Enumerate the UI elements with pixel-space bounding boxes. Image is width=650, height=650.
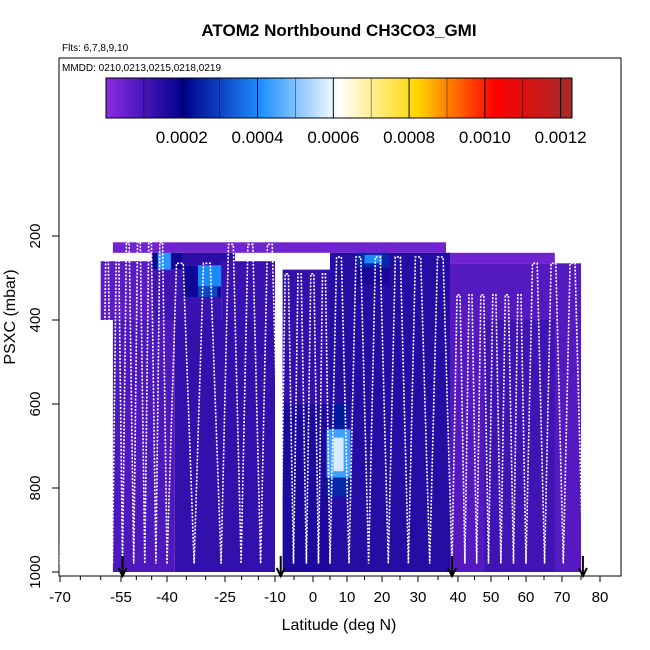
chart-title: ATOM2 Northbound CH3CO3_GMI (201, 21, 476, 40)
heatmap-cell (197, 286, 218, 297)
flight-boundary-arrows (117, 556, 588, 579)
x-tick-label: 70 (554, 589, 571, 606)
x-tick-label: 30 (410, 589, 427, 606)
profile-segment (166, 262, 222, 564)
heatmap-cell (326, 477, 351, 497)
plot-area (58, 57, 622, 579)
x-tick-label: 40 (450, 589, 467, 606)
heatmap-cells (100, 242, 581, 573)
profile-segment (279, 273, 331, 564)
heatmap-cell (197, 265, 222, 287)
profile-segment (525, 262, 584, 564)
x-tick-label: -70 (49, 589, 71, 606)
colorbar-ticks: 0.0002 0.0004 0.0006 0.0008 0.0010 0.0012 (143, 78, 587, 147)
colorbar-tick-label: 0.0006 (307, 128, 359, 147)
x-tick-label: 80 (592, 589, 609, 606)
heatmap-cell (357, 267, 390, 285)
heatmap-cell (333, 437, 344, 472)
heatmap-cell (484, 320, 555, 572)
x-tick-label: -10 (264, 589, 286, 606)
heatmap-cell (112, 242, 446, 253)
boundary-arrow-head (117, 567, 128, 579)
colorbar-tick-label: 0.0002 (156, 128, 208, 147)
y-axis: 200 400 600 800 1000 (27, 223, 59, 589)
y-tick-label: 600 (27, 391, 44, 416)
colorbar-tick-label: 0.0008 (383, 128, 435, 147)
y-tick-label: 200 (27, 223, 44, 248)
plot-frame (58, 57, 622, 577)
profile-segment (582, 268, 601, 564)
flights-label: Flts: 6,7,8,9,10 (62, 43, 129, 54)
heatmap-cell (446, 252, 555, 264)
colorbar: MMDD: 0210,0213,0215,0218,0219 0.0002 0.0… (62, 63, 587, 147)
y-tick-label: 400 (27, 307, 44, 332)
boundary-arrow-head (578, 567, 588, 579)
profile-segment (451, 294, 527, 564)
heatmap-cell (157, 252, 171, 270)
heatmap-cell (333, 404, 347, 430)
colorbar-tick-label: 0.0004 (232, 128, 284, 147)
boundary-arrow-head (275, 567, 286, 579)
x-tick-label: -40 (156, 589, 178, 606)
x-tick-label: 50 (483, 589, 500, 606)
y-tick-label: 800 (27, 475, 44, 500)
heatmap-cell (364, 254, 382, 264)
x-tick-label: 0 (309, 589, 317, 606)
x-tick-label: 10 (339, 589, 356, 606)
aircraft-profile-track (59, 241, 601, 564)
y-axis-label: PSXC (mbar) (2, 269, 19, 364)
dates-label: MMDD: 0210,0213,0215,0218,0219 (62, 63, 221, 74)
heatmap-cell (151, 269, 183, 320)
colorbar-tick-label: 0.0010 (459, 128, 511, 147)
x-tick-label: -25 (214, 589, 236, 606)
boundary-arrow-head (447, 567, 457, 579)
colorbar-gradient (105, 77, 573, 119)
y-tick-label: 1000 (27, 555, 44, 588)
x-tick-label: 20 (374, 589, 391, 606)
colorbar-tick-label: 0.0012 (535, 128, 587, 147)
x-tick-label: 60 (518, 589, 535, 606)
profile-segment (329, 256, 453, 564)
x-tick-label: -55 (110, 589, 132, 606)
profile-segment (121, 241, 168, 564)
x-axis: -70 -55 -40 -25 -10 0 10 20 30 40 50 60 70 80 (49, 576, 608, 606)
x-axis-label: Latitude (deg N) (282, 617, 397, 634)
